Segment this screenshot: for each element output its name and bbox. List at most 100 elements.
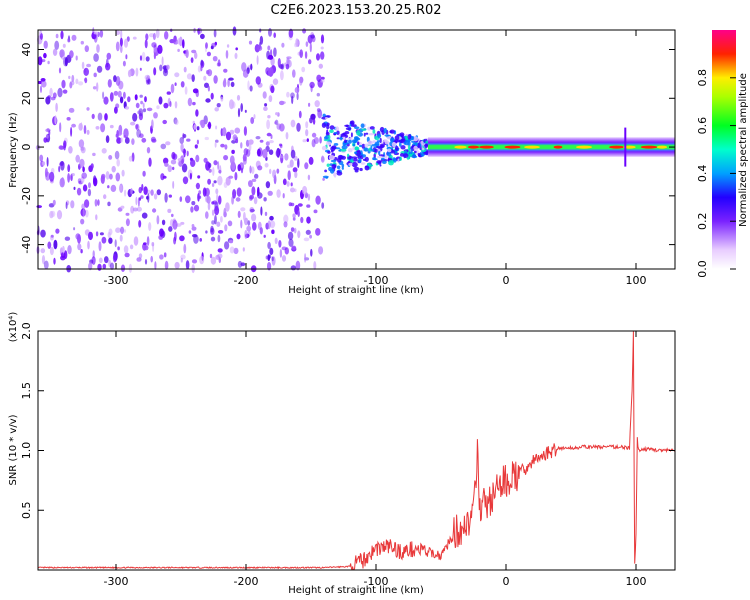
noise-blob	[54, 40, 60, 50]
noise-blob	[68, 107, 75, 113]
noise-blob	[146, 236, 150, 246]
transition-blob	[326, 122, 330, 127]
snr-panel: -300 -200 -100 0 100 0.5 1.0 1.5 2.0 Height of …	[8, 312, 676, 596]
noise-blob	[84, 45, 90, 53]
snr-series-line	[37, 330, 676, 571]
noise-blob	[122, 60, 126, 67]
noise-blob	[205, 98, 211, 103]
noise-blob	[172, 153, 178, 160]
noise-blob	[299, 49, 304, 58]
noise-blob	[300, 216, 304, 224]
noise-blob	[164, 192, 168, 203]
colorbar-tick-label: 0.4	[696, 165, 709, 183]
y-tick-label: -40	[20, 236, 33, 254]
y-tick-label: 40	[20, 43, 33, 57]
transition-blob	[408, 145, 411, 150]
noise-blob	[249, 208, 255, 213]
transition-blob	[326, 129, 329, 135]
transition-blob	[335, 126, 340, 132]
noise-blob	[130, 121, 136, 126]
noise-blob	[309, 42, 312, 53]
noise-blob	[280, 153, 284, 164]
noise-blob	[123, 245, 129, 254]
noise-blob	[160, 173, 165, 181]
x-tick-label: -300	[104, 575, 129, 588]
transition-blob	[354, 169, 359, 173]
noise-blob	[303, 237, 310, 242]
noise-blob	[229, 99, 234, 110]
noise-blob	[270, 85, 275, 94]
noise-blob	[286, 181, 290, 187]
noise-blob	[290, 187, 295, 193]
transition-blob	[361, 128, 367, 131]
noise-blob	[220, 96, 224, 102]
y-tick-label: 1.0	[20, 442, 33, 460]
noise-blob	[43, 260, 49, 270]
transition-blob	[344, 139, 347, 143]
spectrogram-y-ticks: -40 -20 0 20 40	[20, 43, 675, 254]
noise-blob	[283, 214, 289, 224]
x-tick-label: 100	[626, 575, 647, 588]
noise-blob	[146, 147, 151, 154]
transition-blob	[329, 125, 335, 130]
noise-blob	[302, 185, 308, 195]
noise-blob	[279, 249, 283, 258]
noise-blob	[115, 30, 121, 36]
transition-blob	[326, 163, 330, 167]
noise-blob	[313, 261, 317, 270]
noise-blob	[223, 207, 227, 218]
noise-blob	[172, 180, 175, 189]
colorbar-gradient	[712, 30, 736, 269]
noise-blob	[255, 136, 261, 140]
colorbar-tick-label: 0.0	[696, 260, 709, 278]
noise-blob	[141, 137, 147, 143]
noise-blob	[119, 234, 123, 242]
x-tick-label: -100	[364, 575, 389, 588]
noise-blob	[217, 161, 220, 171]
noise-blob	[205, 211, 209, 219]
snr-frame	[37, 330, 676, 571]
noise-blob	[256, 55, 259, 65]
transition-blob	[386, 136, 392, 140]
noise-blob	[243, 126, 247, 136]
noise-blob	[217, 253, 223, 259]
noise-blob	[133, 236, 139, 246]
noise-blob	[200, 59, 204, 66]
noise-blob	[280, 70, 284, 81]
noise-blob	[302, 28, 307, 34]
noise-blob	[84, 199, 90, 208]
noise-blob	[214, 141, 217, 148]
snr-y-label: SNR (10 * v/v)	[8, 414, 19, 485]
signal-peak	[467, 145, 480, 149]
noise-blob	[106, 52, 112, 60]
noise-blob	[114, 239, 117, 248]
transition-blob	[376, 160, 382, 164]
noise-blob	[108, 228, 113, 236]
transition-blob	[405, 136, 409, 141]
noise-blob	[240, 262, 246, 267]
noise-blob	[321, 202, 325, 209]
noise-blob	[92, 250, 95, 258]
noise-blob	[291, 95, 294, 105]
noise-blob	[62, 43, 66, 48]
noise-blob	[297, 203, 303, 207]
transition-blob	[321, 122, 327, 128]
noise-blob	[206, 51, 211, 57]
noise-blob	[124, 106, 130, 110]
signal-spike	[624, 127, 627, 167]
noise-blob	[185, 49, 189, 58]
noise-blob	[121, 169, 125, 177]
noise-blob	[237, 210, 241, 218]
noise-blob	[237, 164, 242, 172]
noise-blob	[154, 261, 157, 270]
signal-peak	[504, 145, 521, 149]
noise-blob	[63, 142, 66, 151]
noise-blob	[223, 68, 228, 73]
noise-blob	[304, 51, 308, 59]
noise-blob	[183, 243, 187, 254]
transition-blob	[367, 140, 373, 146]
noise-blob	[243, 211, 246, 222]
noise-blob	[197, 28, 200, 35]
noise-blob	[95, 126, 100, 130]
noise-blob	[228, 175, 234, 179]
